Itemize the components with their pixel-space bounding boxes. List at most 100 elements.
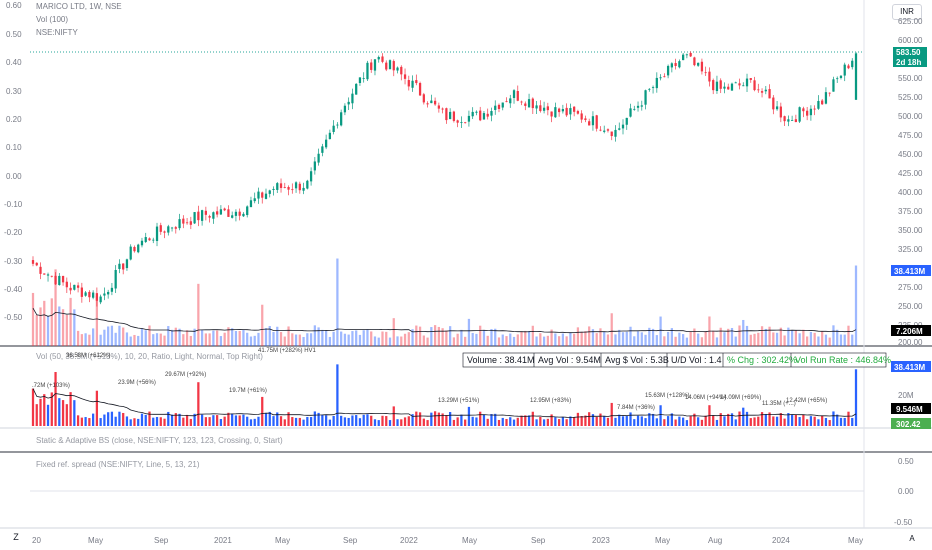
candle-body xyxy=(88,291,91,298)
volume-tag-label: 38.413M xyxy=(894,267,925,276)
volume-bar-pane2 xyxy=(636,415,640,426)
candle-body xyxy=(670,63,673,68)
volume-bar-pane2 xyxy=(719,413,722,426)
volume-bar-pane2 xyxy=(449,412,452,426)
annotation: 14.09M (+69%) xyxy=(720,395,761,401)
candle-body xyxy=(659,77,662,79)
volume-bar xyxy=(738,325,741,346)
volume-bar-pane2 xyxy=(370,415,373,426)
candle-body xyxy=(407,80,410,87)
volume-bar-pane2 xyxy=(358,418,362,426)
currency-button[interactable]: INR xyxy=(892,4,922,20)
symbol-title[interactable]: MARICO LTD, 1W, NSE xyxy=(36,2,122,11)
candle-body xyxy=(39,266,42,274)
volume-bar-pane2 xyxy=(125,416,129,426)
fixed-spread-title[interactable]: Fixed ref. spread (NSE:NIFTY, Line, 5, 1… xyxy=(36,460,200,469)
candle-body xyxy=(332,125,335,132)
volume-bar xyxy=(783,335,786,346)
volume-bar-pane2 xyxy=(261,396,264,426)
volume-bar xyxy=(670,328,673,346)
volume-bar xyxy=(76,330,80,346)
volume-bar-pane2 xyxy=(689,416,692,426)
volume-bar-pane2 xyxy=(779,413,782,426)
candle-body xyxy=(110,287,114,292)
volume-bar xyxy=(505,336,508,346)
left-tick: 0.40 xyxy=(6,58,22,67)
volume-bar xyxy=(246,332,249,346)
right-axis[interactable]: 625.00 600.00 550.00 525.00 500.00 475.0… xyxy=(898,17,923,347)
volume-bar xyxy=(264,328,268,346)
volume-bar-pane2 xyxy=(437,412,440,426)
volume-bar-pane2 xyxy=(212,415,215,426)
volume-legend[interactable]: Vol (100) xyxy=(36,15,68,24)
volume-bar xyxy=(565,336,568,346)
candle-body xyxy=(817,100,820,109)
candle-body xyxy=(712,80,715,91)
volume-bar-pane2 xyxy=(851,417,854,426)
volume-bar-pane2 xyxy=(223,416,226,426)
annotation: 12.95M (+83%) xyxy=(530,398,571,404)
candle-body xyxy=(727,86,730,90)
annotation: 41.75M (+282%) HV1 xyxy=(258,348,317,354)
volume-bar-pane2 xyxy=(43,394,46,426)
volume-bar-pane2 xyxy=(193,413,196,426)
candle-body xyxy=(479,110,482,121)
candle-body xyxy=(31,260,35,264)
volume-bar xyxy=(122,327,125,346)
candle-body xyxy=(685,54,689,56)
annotation: 12.42M (+65%) xyxy=(786,398,827,404)
candle-body xyxy=(678,61,681,68)
volume-bar xyxy=(426,337,429,346)
volume-bar-pane2 xyxy=(388,420,392,426)
volume-bar-pane2 xyxy=(114,416,117,426)
volume-bar xyxy=(415,325,418,346)
volume-bar-pane2 xyxy=(828,420,831,426)
vol-indicator-title[interactable]: Vol (50, 38.5M (+513%), 10, 20, Ratio, L… xyxy=(36,352,263,361)
volume-bar xyxy=(794,330,797,346)
candle-body xyxy=(163,231,166,233)
zoom-icon[interactable]: Z xyxy=(13,532,19,542)
volume-bar xyxy=(155,333,159,346)
volume-bar xyxy=(140,328,144,346)
volume-bar-pane2 xyxy=(80,417,83,426)
static-bs-title[interactable]: Static & Adaptive BS (close, NSE:NIFTY, … xyxy=(36,436,283,445)
auto-scale-button[interactable]: A xyxy=(909,534,915,543)
compare-legend[interactable]: NSE:NIFTY xyxy=(36,28,78,37)
volume-bar xyxy=(268,325,271,346)
volume-bar-pane2 xyxy=(257,416,260,426)
candle-body xyxy=(464,122,467,124)
volume-bar-pane2 xyxy=(565,419,568,426)
time-tick: 2022 xyxy=(400,536,418,545)
right-tick: 425.00 xyxy=(898,169,923,178)
volume-bar-pane2 xyxy=(663,419,666,426)
volume-bar-pane2 xyxy=(790,415,794,426)
candle-body xyxy=(614,129,617,137)
volume-bar xyxy=(554,333,557,346)
pane2-tick: 20M xyxy=(898,391,914,400)
candle-body xyxy=(219,209,223,215)
volume-bar xyxy=(490,329,493,346)
volume-bar xyxy=(456,333,459,346)
volume-bar xyxy=(802,329,805,346)
volume-bar-pane2 xyxy=(806,419,809,426)
volume-bar xyxy=(723,332,726,346)
candle-body xyxy=(715,81,719,91)
candle-body xyxy=(565,107,568,116)
volume-bar xyxy=(358,334,362,346)
volume-bar-pane2 xyxy=(557,419,561,426)
candle-body xyxy=(625,117,628,125)
volume-bar xyxy=(595,333,598,346)
volume-bar-pane2 xyxy=(238,415,241,426)
candle-body xyxy=(854,53,858,100)
candle-body xyxy=(441,108,444,110)
volume-bar-pane2 xyxy=(185,414,189,426)
volume-bar xyxy=(366,329,369,346)
volume-bar-pane2 xyxy=(648,413,651,426)
volume-bar xyxy=(249,336,253,346)
candle-body xyxy=(802,108,805,112)
volume-bar-pane2 xyxy=(550,414,553,426)
volume-bar xyxy=(542,336,546,346)
volume-bar xyxy=(512,336,516,346)
time-axis[interactable]: 20 May Sep 2021 May Sep 2022 May Sep 202… xyxy=(32,536,863,545)
